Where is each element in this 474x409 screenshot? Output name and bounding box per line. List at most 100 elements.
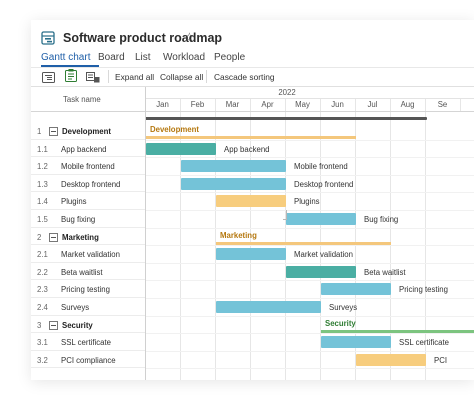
group-name: Marketing <box>62 232 99 242</box>
task-bar[interactable] <box>356 353 426 366</box>
task-bar[interactable] <box>321 283 391 296</box>
tab-workload[interactable]: Workload <box>163 52 206 63</box>
task-bar[interactable] <box>321 336 391 349</box>
group-row[interactable]: 3 Security <box>31 316 145 334</box>
add-subtask-icon[interactable] <box>86 70 100 88</box>
table-row[interactable]: 3.2 PCI compliance <box>31 351 145 369</box>
month-gridline <box>425 99 426 380</box>
timeline-row-divider <box>146 298 474 299</box>
month-gridline <box>320 99 321 380</box>
table-row[interactable]: 2.1 Market validation <box>31 245 145 263</box>
timeline-row-divider <box>146 368 474 370</box>
group-name: Security <box>62 320 93 330</box>
month-header: Aug <box>400 100 415 109</box>
month-gridline <box>215 99 216 380</box>
group-name: Development <box>62 127 111 136</box>
table-row[interactable]: 3.1 SSL certificate <box>31 333 145 351</box>
timeline-row-divider <box>146 227 474 229</box>
toolbar-divider <box>31 86 474 87</box>
task-name: PCI compliance <box>61 355 116 365</box>
table-row[interactable]: 1.3 Desktop frontend <box>31 175 145 193</box>
gantt-window: Software product roadmap ☆ Gantt chart B… <box>31 20 474 380</box>
task-bar-label: Market validation <box>294 250 353 260</box>
group-summary-bar[interactable] <box>216 241 391 245</box>
tab-board[interactable]: Board <box>98 52 125 63</box>
month-gridline <box>390 99 391 380</box>
task-name: Beta waitlist <box>61 267 103 277</box>
toolbar-separator <box>206 70 207 83</box>
table-row[interactable]: 2.4 Surveys <box>31 298 145 316</box>
row-number: 2.2 <box>37 267 48 277</box>
task-bar[interactable] <box>181 160 286 173</box>
task-bar-label: App backend <box>224 144 270 154</box>
month-header: Jul <box>367 100 378 109</box>
tab-list[interactable]: List <box>135 52 151 63</box>
collapse-all-button[interactable]: Collapse all <box>160 72 204 82</box>
tab-gantt-chart[interactable]: Gantt chart <box>41 52 91 63</box>
task-name: Plugins <box>61 197 87 207</box>
collapse-toggle-icon[interactable] <box>49 127 58 136</box>
indent-icon[interactable] <box>42 70 55 88</box>
timeline-row-divider <box>146 192 474 194</box>
timeline-row-divider <box>146 333 474 335</box>
group-summary-bar[interactable] <box>321 329 474 333</box>
month-header: Apr <box>261 100 274 109</box>
row-number: 2.1 <box>37 250 48 260</box>
year-divider <box>145 98 474 99</box>
row-number: 1.3 <box>37 179 48 189</box>
group-bar-label: Development <box>150 125 199 134</box>
expand-all-button[interactable]: Expand all <box>115 72 155 82</box>
page-title: Software product roadmap <box>63 31 223 45</box>
task-name: SSL certificate <box>61 338 111 348</box>
table-row[interactable]: 1.1 App backend <box>31 140 145 158</box>
table-row[interactable]: 2.3 Pricing testing <box>31 280 145 298</box>
roadmap-icon <box>41 31 55 45</box>
task-bar-label: PCI <box>434 355 447 365</box>
task-bar[interactable] <box>286 265 356 278</box>
task-bar[interactable] <box>146 142 216 155</box>
task-name: App backend <box>61 144 107 154</box>
task-bar[interactable] <box>216 195 286 208</box>
timeline-row-divider <box>146 245 474 247</box>
table-row[interactable]: 1.5 Bug fixing <box>31 210 145 228</box>
collapse-toggle-icon[interactable] <box>49 232 58 242</box>
timeline-row-divider <box>146 262 474 264</box>
group-summary-bar[interactable] <box>146 136 356 139</box>
task-name: Market validation <box>61 250 120 260</box>
collapse-toggle-icon[interactable] <box>49 320 58 330</box>
group-row[interactable]: 2 Marketing <box>31 228 145 246</box>
grid-splitter[interactable] <box>145 87 146 380</box>
group-bar-label: Marketing <box>220 230 257 240</box>
row-number: 1 <box>37 127 42 136</box>
row-number: 1.4 <box>37 197 48 207</box>
row-number: 2.3 <box>37 285 48 295</box>
month-header: May <box>295 100 310 109</box>
tabs-divider <box>31 67 474 68</box>
timeline-scroll-track[interactable] <box>145 117 427 120</box>
add-task-icon[interactable] <box>65 69 77 87</box>
row-number: 3.2 <box>37 355 48 365</box>
month-gridline <box>285 99 286 380</box>
task-bar[interactable] <box>286 213 356 225</box>
row-number: 1.5 <box>37 215 48 224</box>
cascade-sorting-button[interactable]: Cascade sorting <box>214 72 275 82</box>
tab-people[interactable]: People <box>214 52 246 63</box>
task-bar-label: Beta waitlist <box>364 267 406 277</box>
task-bar[interactable] <box>216 301 321 313</box>
task-name: Mobile frontend <box>61 162 115 172</box>
group-row[interactable]: 1 Development <box>31 122 145 140</box>
task-bar[interactable] <box>181 177 286 190</box>
month-header: Mar <box>225 100 240 109</box>
dependency-link <box>283 210 287 220</box>
task-bar[interactable] <box>216 248 286 261</box>
task-name: Surveys <box>61 303 90 312</box>
task-bar-label: Surveys <box>329 303 358 312</box>
timeline-row-divider <box>146 174 474 176</box>
table-row[interactable]: 2.2 Beta waitlist <box>31 263 145 281</box>
row-number: 3 <box>37 320 42 330</box>
star-icon[interactable]: ☆ <box>184 30 195 44</box>
row-number: 1.2 <box>37 162 48 172</box>
table-row[interactable]: 1.4 Plugins <box>31 192 145 210</box>
table-row[interactable]: 1.2 Mobile frontend <box>31 157 145 175</box>
month-gridline <box>355 99 356 380</box>
